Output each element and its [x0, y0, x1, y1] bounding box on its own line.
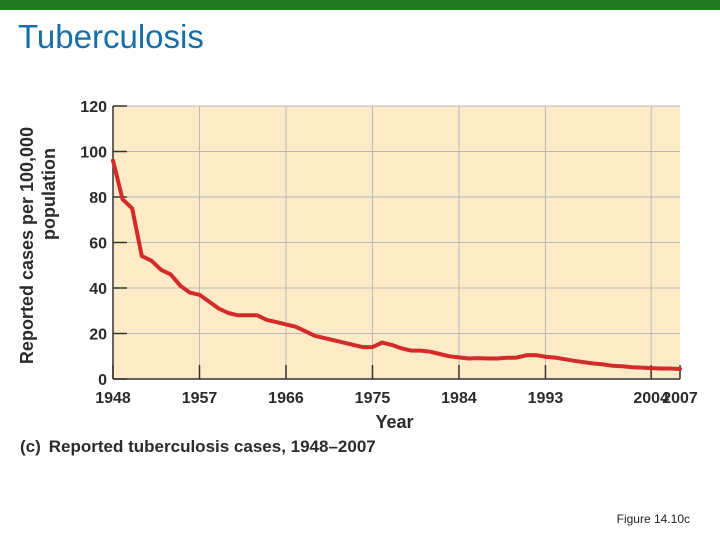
y-tick-label-40: 40: [89, 281, 107, 298]
x-tick-label-2004: 2004: [633, 390, 669, 407]
x-axis-title: Year: [375, 412, 413, 432]
x-tick-label-1948: 1948: [95, 390, 131, 407]
x-tick-label-1993: 1993: [528, 390, 564, 407]
y-axis-ticks: 0 20 40 60 80 100 120: [80, 99, 127, 389]
x-tick-label-2007: 2007: [662, 390, 698, 407]
y-tick-label-80: 80: [89, 190, 107, 207]
y-tick-label-100: 100: [80, 145, 107, 162]
caption-text: Reported tuberculosis cases, 1948–2007: [48, 437, 376, 456]
top-accent-bar: [0, 0, 720, 10]
y-tick-label-20: 20: [89, 327, 107, 344]
y-tick-label-0: 0: [98, 372, 107, 389]
slide-title: Tuberculosis: [18, 18, 204, 55]
y-axis-title-line2: population: [39, 148, 59, 240]
x-tick-label-1966: 1966: [268, 390, 304, 407]
grid-lines: [113, 105, 680, 379]
series-line-tuberculosis-cases: [111, 158, 682, 371]
y-tick-label-60: 60: [89, 236, 107, 253]
x-tick-label-1957: 1957: [182, 390, 218, 407]
x-tick-label-1984: 1984: [441, 390, 477, 407]
caption-letter: (c): [20, 437, 41, 456]
figure-caption: (c) Reported tuberculosis cases, 1948–200…: [20, 437, 376, 457]
x-tick-label-1975: 1975: [355, 390, 391, 407]
y-tick-label-120: 120: [80, 99, 107, 116]
figure-reference: Figure 14.10c: [616, 512, 690, 526]
y-axis-title-line1: Reported cases per 100,000: [17, 127, 37, 364]
